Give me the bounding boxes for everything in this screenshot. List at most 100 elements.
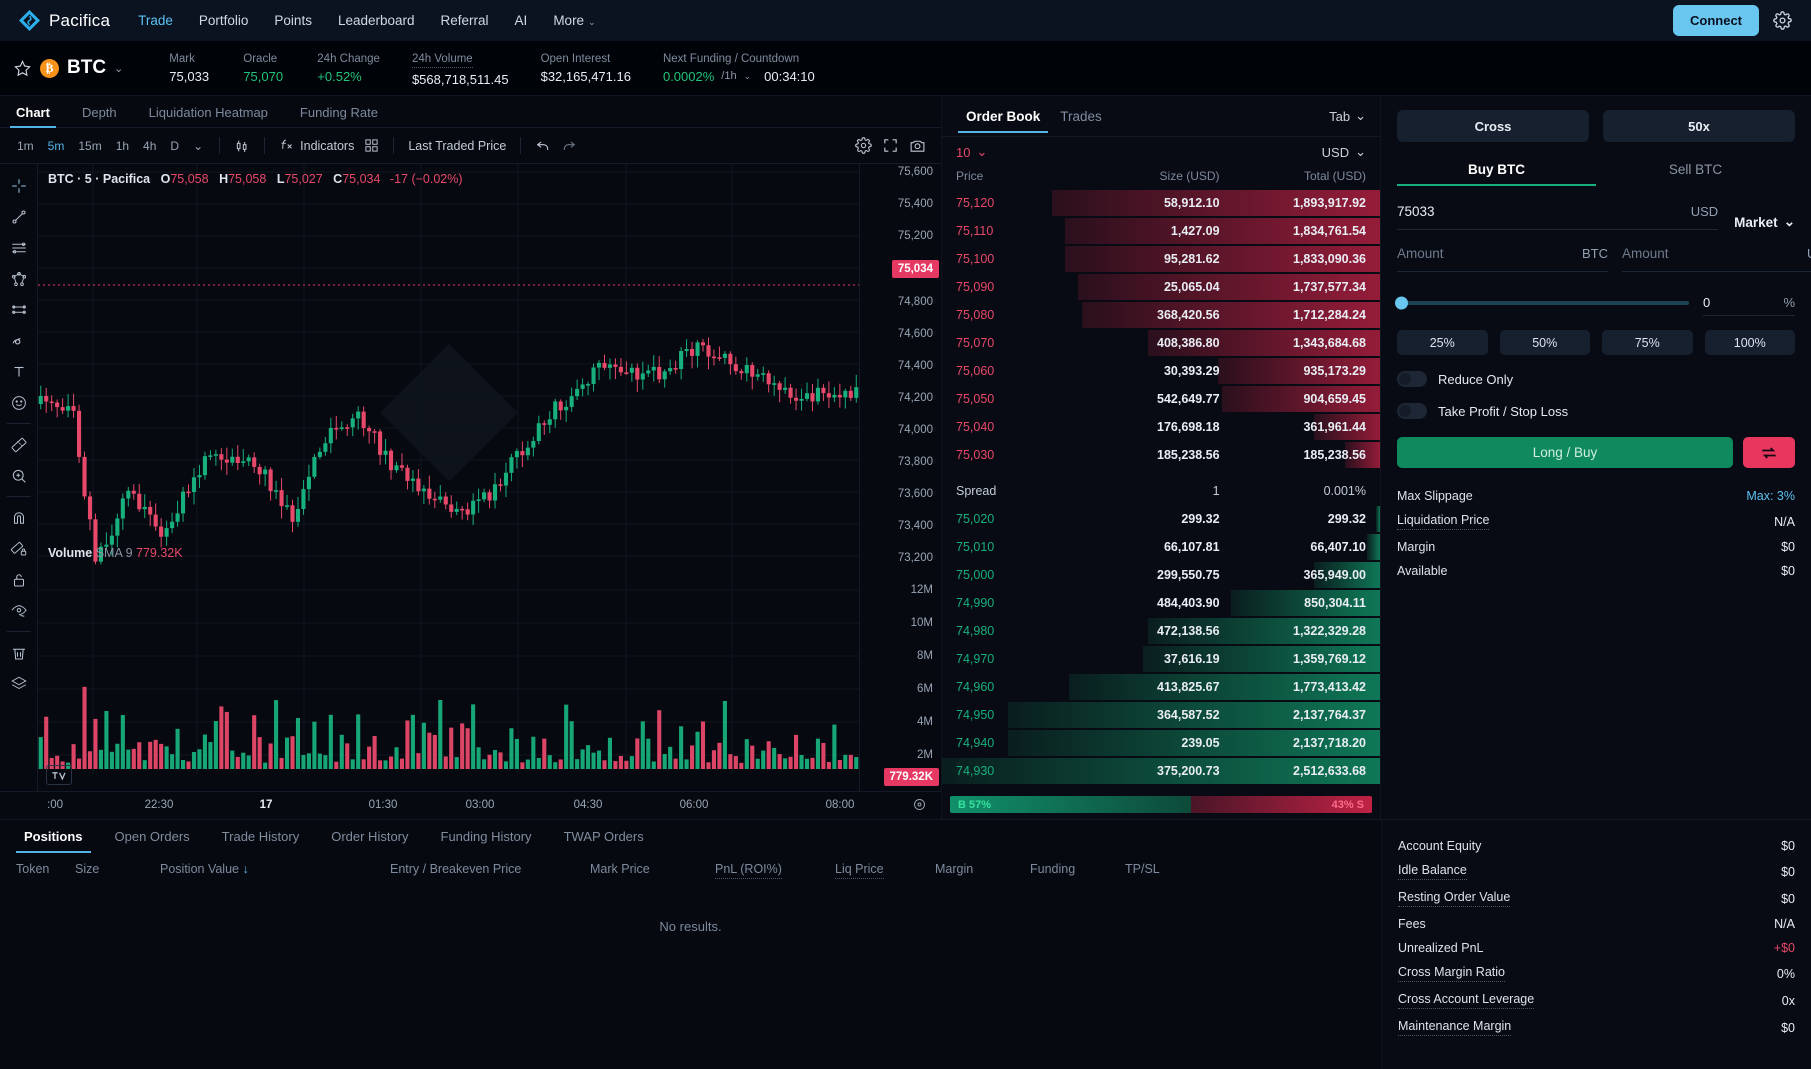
- size-slider[interactable]: [1395, 296, 1689, 310]
- pitchfork-icon[interactable]: [2, 263, 36, 294]
- th-funding[interactable]: Funding: [1030, 862, 1076, 876]
- leverage-button[interactable]: 50x: [1603, 110, 1795, 142]
- th-entry-breakeven[interactable]: Entry / Breakeven Price: [390, 862, 522, 876]
- tab-positions[interactable]: Positions: [8, 821, 99, 853]
- order-book-row[interactable]: 74,980 472,138.56 1,322,329.28: [942, 617, 1380, 645]
- magnet-icon[interactable]: [2, 502, 36, 533]
- unit-selector[interactable]: USD ⌄: [1321, 144, 1366, 160]
- tab-liquidation-heatmap[interactable]: Liquidation Heatmap: [148, 105, 268, 120]
- th-liq-price[interactable]: Liq Price: [835, 862, 935, 879]
- order-book-row[interactable]: 75,000 299,550.75 365,949.00: [942, 561, 1380, 589]
- order-book-row[interactable]: 75,080 368,420.56 1,712,284.24: [942, 301, 1380, 329]
- tab-chart[interactable]: Chart: [0, 105, 66, 128]
- swap-arrows-icon[interactable]: [1743, 437, 1795, 468]
- indicators-button[interactable]: Indicators: [274, 134, 359, 158]
- timeframe-5m[interactable]: 5m: [47, 138, 65, 153]
- price-source-button[interactable]: Last Traded Price: [408, 138, 507, 153]
- nav-item-referral[interactable]: Referral: [440, 13, 489, 28]
- lock-icon[interactable]: [2, 564, 36, 595]
- emoji-icon[interactable]: [2, 387, 36, 418]
- order-book-row[interactable]: 74,940 239.05 2,137,718.20: [942, 729, 1380, 757]
- ruler-icon[interactable]: [2, 429, 36, 460]
- gann-icon[interactable]: [2, 294, 36, 325]
- nav-item-leaderboard[interactable]: Leaderboard: [337, 13, 415, 28]
- timeframe-d[interactable]: D: [170, 138, 180, 153]
- order-book-row[interactable]: 75,070 408,386.80 1,343,684.68: [942, 329, 1380, 357]
- orderbook-layout-selector[interactable]: Tab ⌄: [1329, 108, 1366, 124]
- tab-order-history[interactable]: Order History: [331, 829, 409, 844]
- tab-funding-history[interactable]: Funding History: [440, 829, 532, 844]
- timeframe-4h[interactable]: 4h: [143, 138, 157, 153]
- gear-icon[interactable]: [1771, 10, 1793, 32]
- timeframe-1m[interactable]: 1m: [17, 138, 34, 153]
- timeframe-1h[interactable]: 1h: [115, 138, 130, 153]
- grouping-selector[interactable]: 10 ⌄: [956, 144, 988, 160]
- order-book-row[interactable]: 75,010 66,107.81 66,407.10: [942, 533, 1380, 561]
- tab-order-book[interactable]: Order Book: [956, 99, 1050, 133]
- order-book-row[interactable]: 75,030 185,238.56 185,238.56: [942, 441, 1380, 469]
- timeframe-15m[interactable]: 15m: [78, 138, 102, 153]
- th-mark-price[interactable]: Mark Price: [590, 862, 650, 876]
- amount-base-input[interactable]: [1397, 246, 1574, 261]
- undo-icon[interactable]: [530, 135, 556, 157]
- layers-icon[interactable]: [2, 668, 36, 699]
- th-pnl[interactable]: PnL (ROI%): [715, 862, 835, 879]
- tab-sell[interactable]: Sell BTC: [1668, 162, 1723, 177]
- redo-icon[interactable]: [556, 135, 582, 157]
- trash-icon[interactable]: [2, 637, 36, 668]
- order-type-selector[interactable]: Market ⌄: [1734, 214, 1795, 230]
- order-book-row[interactable]: 74,930 375,200.73 2,512,633.68: [942, 757, 1380, 785]
- order-book-row[interactable]: 75,020 299.32 299.32: [942, 505, 1380, 533]
- order-book-row[interactable]: 74,960 413,825.67 1,773,413.42: [942, 673, 1380, 701]
- reset-chart-icon[interactable]: [912, 797, 927, 817]
- trend-line-icon[interactable]: [2, 201, 36, 232]
- order-book-row[interactable]: 75,060 30,393.29 935,173.29: [942, 357, 1380, 385]
- reduce-only-toggle[interactable]: [1397, 371, 1427, 387]
- slider-knob[interactable]: [1395, 296, 1408, 310]
- quick-100[interactable]: 100%: [1704, 330, 1795, 355]
- th-position-value[interactable]: Position Value ↓: [160, 862, 249, 876]
- nav-item-ai[interactable]: AI: [514, 13, 528, 28]
- price-field[interactable]: USD: [1397, 194, 1719, 230]
- chart-canvas[interactable]: BTC · 5 · Pacifica O75,058 H75,058 L75,0…: [38, 164, 859, 791]
- amount-quote-input[interactable]: [1622, 246, 1799, 261]
- nav-item-more[interactable]: More ⌄: [553, 13, 596, 28]
- tab-open-orders[interactable]: Open Orders: [114, 829, 190, 844]
- tab-trades[interactable]: Trades: [1060, 109, 1102, 124]
- quick-50[interactable]: 50%: [1499, 330, 1590, 355]
- text-icon[interactable]: [2, 356, 36, 387]
- th-margin[interactable]: Margin: [935, 862, 974, 876]
- grid-layout-icon[interactable]: [359, 135, 384, 156]
- time-axis[interactable]: :00 22:30 17 01:30 03:00 04:30 06:00 08:…: [0, 791, 941, 819]
- fullscreen-icon[interactable]: [877, 134, 904, 157]
- brand-logo[interactable]: Pacifica: [18, 9, 110, 32]
- order-book-row[interactable]: 75,050 542,649.77 904,659.45: [942, 385, 1380, 413]
- nav-item-portfolio[interactable]: Portfolio: [198, 13, 249, 28]
- th-tpsl[interactable]: TP/SL: [1125, 862, 1160, 876]
- tab-trade-history[interactable]: Trade History: [221, 829, 300, 844]
- favorite-star-icon[interactable]: [14, 59, 31, 77]
- tab-depth[interactable]: Depth: [81, 105, 117, 120]
- connect-button[interactable]: Connect: [1673, 5, 1759, 36]
- take-profit-stop-loss-toggle[interactable]: [1397, 403, 1427, 419]
- horizontal-lines-icon[interactable]: [2, 232, 36, 263]
- order-book-row[interactable]: 74,970 37,616.19 1,359,769.12: [942, 645, 1380, 673]
- nav-item-points[interactable]: Points: [274, 13, 312, 28]
- nav-item-trade[interactable]: Trade: [138, 13, 173, 28]
- camera-icon[interactable]: [904, 134, 931, 157]
- order-book-row[interactable]: 75,120 58,912.10 1,893,917.92: [942, 189, 1380, 217]
- candlestick-icon[interactable]: [229, 135, 255, 157]
- market-selector[interactable]: ₿ BTC ⌄: [40, 57, 123, 79]
- amount-quote-field[interactable]: USD: [1622, 236, 1811, 272]
- percent-field[interactable]: %: [1703, 290, 1795, 316]
- eye-hide-icon[interactable]: [2, 595, 36, 626]
- timeframe-more-chevron-down-icon[interactable]: ⌄: [193, 138, 204, 153]
- quick-25[interactable]: 25%: [1397, 330, 1488, 355]
- amount-base-field[interactable]: BTC: [1397, 236, 1608, 272]
- order-book-row[interactable]: 75,110 1,427.09 1,834,761.54: [942, 217, 1380, 245]
- price-axis[interactable]: 75,600 75,400 75,200 75,034 74,800 74,60…: [859, 164, 941, 791]
- brush-icon[interactable]: [2, 325, 36, 356]
- order-book-row[interactable]: 74,990 484,403.90 850,304.11: [942, 589, 1380, 617]
- th-token[interactable]: Token: [16, 862, 50, 876]
- quick-75[interactable]: 75%: [1602, 330, 1693, 355]
